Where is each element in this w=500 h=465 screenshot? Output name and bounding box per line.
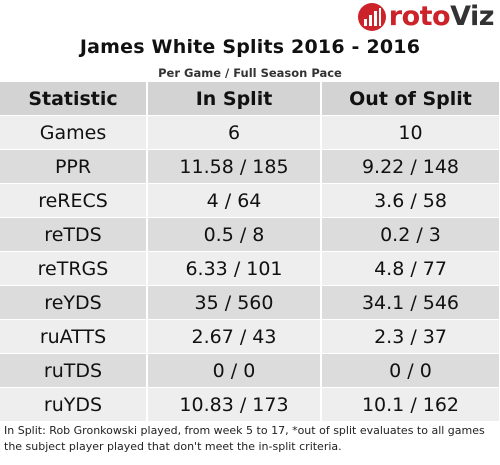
in-split-cell: 2.67 / 43 — [147, 319, 322, 354]
table-body: Games 6 10 PPR 11.58 / 185 9.22 / 148 reRECS 4 … — [0, 115, 499, 421]
splits-table: Statistic In Split Out of Split Games 6 10… — [0, 82, 499, 421]
in-split-cell: 4 / 64 — [147, 183, 322, 218]
out-of-split-cell: 3.6 / 58 — [321, 183, 499, 218]
statistic-cell: reTDS — [0, 217, 148, 252]
statistic-cell: reYDS — [0, 285, 148, 320]
table-row: reYDS 35 / 560 34.1 / 546 — [0, 285, 499, 320]
table-row: PPR 11.58 / 185 9.22 / 148 — [0, 149, 499, 184]
statistic-cell: ruATTS — [0, 319, 148, 354]
out-of-split-cell: 10.1 / 162 — [321, 387, 499, 421]
header-row: Statistic In Split Out of Split — [0, 82, 499, 116]
in-split-cell: 35 / 560 — [147, 285, 322, 320]
table-row: reRECS 4 / 64 3.6 / 58 — [0, 183, 499, 218]
column-header-in-split: In Split — [147, 82, 322, 116]
out-of-split-cell: 0 / 0 — [321, 353, 499, 388]
statistic-cell: PPR — [0, 149, 148, 184]
table-row: Games 6 10 — [0, 115, 499, 150]
in-split-cell: 6.33 / 101 — [147, 251, 322, 286]
table-row: ruATTS 2.67 / 43 2.3 / 37 — [0, 319, 499, 354]
out-of-split-cell: 2.3 / 37 — [321, 319, 499, 354]
statistic-cell: Games — [0, 115, 148, 150]
in-split-cell: 6 — [147, 115, 322, 150]
in-split-cell: 0.5 / 8 — [147, 217, 322, 252]
chart-subtitle: Per Game / Full Season Pace — [158, 66, 342, 80]
table-row: reTRGS 6.33 / 101 4.8 / 77 — [0, 251, 499, 286]
logo-wordmark: rotoViz — [388, 1, 495, 32]
statistic-cell: ruYDS — [0, 387, 148, 421]
statistic-cell: ruTDS — [0, 353, 148, 388]
column-header-statistic: Statistic — [0, 82, 148, 116]
out-of-split-cell: 0.2 / 3 — [321, 217, 499, 252]
table-row: ruYDS 10.83 / 173 10.1 / 162 — [0, 387, 499, 421]
table-row: reTDS 0.5 / 8 0.2 / 3 — [0, 217, 499, 252]
out-of-split-cell: 10 — [321, 115, 499, 150]
table-header: Statistic In Split Out of Split — [0, 82, 499, 116]
out-of-split-cell: 9.22 / 148 — [321, 149, 499, 184]
statistic-cell: reRECS — [0, 183, 148, 218]
statistic-cell: reTRGS — [0, 251, 148, 286]
out-of-split-cell: 4.8 / 77 — [321, 251, 499, 286]
chart-title: James White Splits 2016 - 2016 — [79, 36, 421, 58]
in-split-cell: 10.83 / 173 — [147, 387, 322, 421]
bar-chart-logo-icon — [357, 3, 386, 31]
in-split-cell: 0 / 0 — [147, 353, 322, 388]
out-of-split-cell: 34.1 / 546 — [321, 285, 499, 320]
in-split-cell: 11.58 / 185 — [147, 149, 322, 184]
rotoviz-logo: rotoViz — [357, 2, 494, 32]
column-header-out-of-split: Out of Split — [321, 82, 499, 116]
footnote: In Split: Rob Gronkowski played, from we… — [4, 424, 485, 453]
